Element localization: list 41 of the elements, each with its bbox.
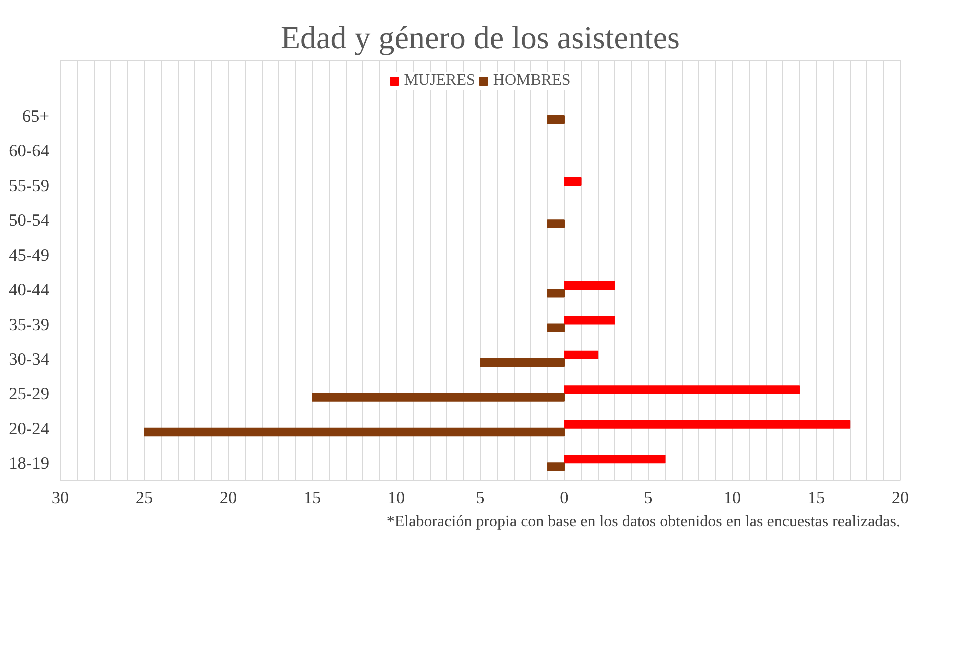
- bar: [564, 177, 582, 186]
- bar: [564, 350, 599, 360]
- bar: [564, 281, 616, 290]
- x-tick-label: 20: [220, 488, 238, 508]
- bar: [144, 428, 565, 437]
- bar: [547, 462, 565, 472]
- legend-label: HOMBRES: [493, 72, 571, 90]
- x-tick-label: 10: [724, 488, 742, 508]
- bar: [564, 455, 666, 464]
- bar: [547, 289, 565, 298]
- y-tick-label: 20-24: [9, 419, 50, 438]
- bar: [564, 420, 851, 429]
- bar: [564, 386, 800, 394]
- x-tick-label: 5: [644, 488, 653, 508]
- text: *Elaboración propia con base en los datos obtenidos en las encuestas realizadas.: [386, 514, 901, 530]
- y-tick-label: 50-54: [9, 211, 50, 230]
- y-tick-label: 18-19: [9, 454, 50, 474]
- y-tick-label: 25-29: [9, 384, 50, 404]
- x-tick-label: 5: [476, 488, 485, 508]
- bar: [312, 393, 565, 402]
- x-tick-label: 25: [136, 488, 154, 508]
- y-tick-label: 35-39: [9, 315, 50, 334]
- legend-label: MUJERES: [404, 72, 476, 90]
- bar: [480, 358, 565, 368]
- x-tick-label: 0: [560, 488, 569, 508]
- y-tick-label: 30-34: [9, 350, 50, 370]
- y-tick-label: 55-59: [9, 176, 50, 196]
- x-tick-label: 15: [808, 488, 826, 508]
- x-tick-label: 30: [52, 488, 70, 508]
- bar: [547, 324, 565, 332]
- x-tick-label: 10: [388, 488, 406, 508]
- bar: [547, 116, 565, 124]
- chart-title: Edad y género de los asistentes: [281, 20, 680, 56]
- x-tick-label: 20: [892, 488, 910, 508]
- bar: [547, 220, 565, 228]
- y-tick-label: 65+: [22, 107, 50, 126]
- y-tick-label: 60-64: [9, 142, 50, 161]
- x-tick-label: 15: [304, 488, 322, 508]
- y-tick-label: 40-44: [9, 280, 50, 300]
- y-tick-label: 45-49: [9, 246, 50, 265]
- bar: [564, 316, 616, 325]
